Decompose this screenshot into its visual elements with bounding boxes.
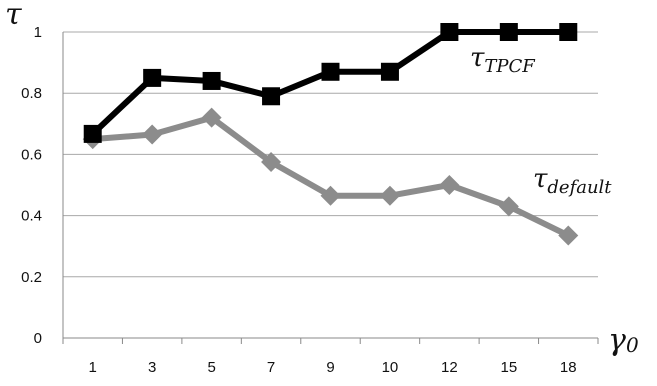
data-point-default xyxy=(142,124,163,145)
y-tick-label: 0.6 xyxy=(21,146,42,163)
x-tick-label: 3 xyxy=(148,359,156,376)
data-point-default xyxy=(261,152,282,173)
x-tick-label: 18 xyxy=(560,359,577,376)
data-point-tpcf xyxy=(83,124,102,143)
data-point-default xyxy=(558,225,579,246)
y-tick-label: 1 xyxy=(34,24,42,41)
x-tick-label: 9 xyxy=(326,359,334,376)
x-axis-label-sub: 0 xyxy=(626,333,639,357)
series-label-tpcf-main: τ xyxy=(470,43,485,73)
data-point-default xyxy=(439,175,460,195)
data-point-tpcf xyxy=(440,23,459,41)
x-tick-label: 5 xyxy=(207,359,215,376)
series-label-default-sub: default xyxy=(547,177,612,198)
y-axis-label: τ xyxy=(5,0,22,32)
series-label-tpcf-sub: TPCF xyxy=(484,56,536,77)
x-tick-label: 1 xyxy=(89,359,97,376)
y-tick-label: 0.2 xyxy=(21,269,42,286)
data-point-default xyxy=(379,185,400,206)
data-point-default xyxy=(201,107,222,128)
y-tick-label: 0.8 xyxy=(21,85,42,102)
data-point-tpcf xyxy=(380,62,399,81)
series-label-default-main: τ xyxy=(533,164,548,194)
y-tick-label: 0.4 xyxy=(21,208,42,225)
y-tick-label: 0 xyxy=(34,330,42,347)
series-line-default xyxy=(92,114,570,239)
tick-labels: 0 0.2 0.4 0.6 0.8 1 1 3 5 7 9 10 12 15 18 xyxy=(21,24,576,376)
series-line-tpcf xyxy=(90,29,569,137)
series-label-tpcf: τTPCF xyxy=(470,43,536,77)
data-point-tpcf xyxy=(559,23,578,41)
data-point-tpcf xyxy=(202,71,221,90)
data-point-tpcf xyxy=(321,62,340,81)
x-tick-label: 10 xyxy=(382,359,399,376)
x-tick-label: 7 xyxy=(267,359,275,376)
series xyxy=(82,23,579,246)
x-axis-label: γ0 xyxy=(608,323,639,358)
data-point-default xyxy=(320,185,341,206)
data-point-default xyxy=(498,196,519,217)
x-tick-label: 15 xyxy=(500,359,517,376)
data-point-tpcf xyxy=(143,68,162,87)
data-point-tpcf xyxy=(499,23,518,41)
x-tick-label: 12 xyxy=(441,359,458,376)
x-axis-label-main: γ xyxy=(608,323,626,358)
data-point-tpcf xyxy=(262,87,281,106)
axes xyxy=(62,32,599,344)
series-label-default: τdefault xyxy=(533,164,612,198)
